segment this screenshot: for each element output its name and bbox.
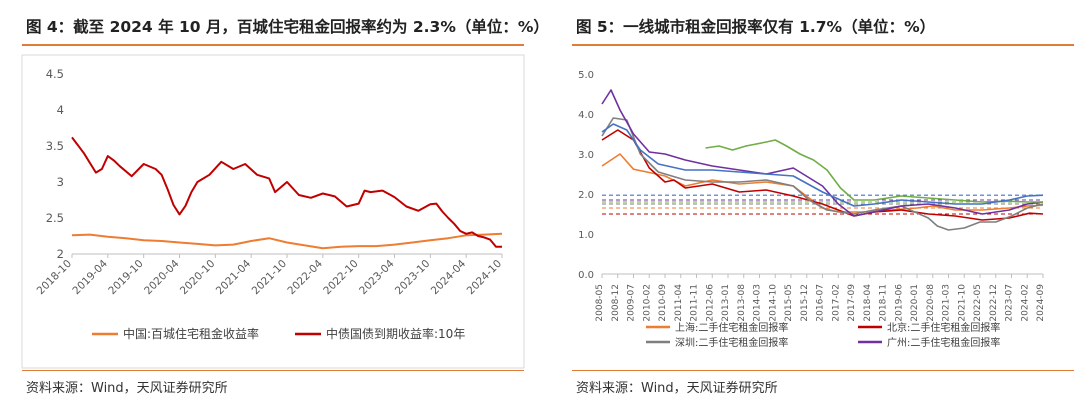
right-figure-panel: 图 5：一线城市租金回报率仅有 1.7%（单位：%） 0.0 1.0 2.0 3.0 4… (560, 0, 1080, 405)
right-x-tick-label: 2008-12 (611, 284, 621, 322)
left-source-rule (22, 370, 524, 371)
left-source-note: 资料来源：Wind，天风证券研究所 (26, 381, 228, 396)
left-x-tick-label: 2020-10 (178, 258, 218, 298)
left-y-tick-label: 4 (57, 103, 64, 117)
right-x-tick-label: 2019-06 (894, 284, 904, 322)
right-legend-label: 深圳:二手住宅租金回报率 (675, 336, 788, 349)
right-x-tick-label: 2011-11 (690, 284, 700, 322)
right-x-tick-label: 2024-09 (1036, 284, 1046, 322)
left-line-chart: 2 2.5 3 3.5 4 4.5 2018-102019-042019-102020-04… (21, 54, 525, 369)
right-y-tick-label: 2.0 (578, 190, 594, 201)
left-series-line (71, 136, 502, 248)
right-series-line (601, 117, 1044, 231)
left-x-tick-label: 2019-04 (70, 257, 110, 297)
right-x-tick-label: 2013-08 (737, 284, 747, 322)
right-y-tick-label: 0.0 (578, 270, 594, 281)
right-source-note: 资料来源：Wind，天风证券研究所 (576, 381, 778, 396)
right-x-tick-label: 2021-03 (942, 284, 952, 322)
left-figure-title: 图 4：截至 2024 年 10 月，百城住宅租金回报率约为 2.3%（单位：%… (26, 18, 549, 36)
right-legend-label: 上海:二手住宅租金回报率 (675, 321, 788, 334)
right-x-tick-label: 2014-03 (753, 284, 763, 322)
left-y-tick-label: 2 (57, 247, 64, 261)
right-x-tick-label: 2022-12 (989, 284, 999, 322)
right-x-tick-label: 2020-01 (910, 284, 920, 322)
right-y-tick-label: 4.0 (578, 110, 594, 121)
right-x-tick-label: 2023-07 (1005, 284, 1015, 322)
left-x-tick-label: 2023-10 (393, 258, 433, 298)
left-x-tick-label: 2019-10 (106, 258, 146, 298)
right-x-tick-label: 2021-10 (957, 284, 967, 322)
right-x-tick-label: 2020-08 (926, 284, 936, 322)
right-x-tick-label: 2018-04 (863, 284, 873, 322)
right-legend-label: 北京:二手住宅租金回报率 (887, 321, 1000, 334)
left-y-tick-label: 3 (57, 175, 64, 189)
right-x-tick-label: 2015-05 (784, 284, 794, 322)
left-x-tick-label: 2023-04 (357, 257, 397, 297)
left-x-tick-label: 2021-04 (214, 257, 254, 297)
right-series-line (601, 123, 1044, 207)
right-y-tick-label: 5.0 (578, 70, 594, 81)
left-x-tick-label: 2024-04 (429, 257, 469, 297)
right-x-tick-label: 2017-02 (831, 284, 841, 322)
left-x-tick-label: 2022-10 (321, 258, 361, 298)
right-figure-title: 图 5：一线城市租金回报率仅有 1.7%（单位：%） (576, 18, 936, 36)
right-x-tick-label: 2012-06 (705, 284, 715, 322)
right-x-tick-label: 2014-10 (768, 284, 778, 322)
right-x-tick-label: 2008-05 (595, 284, 605, 322)
right-x-tick-label: 2010-02 (642, 284, 652, 322)
right-legend-label: 广州:二手住宅租金回报率 (887, 336, 1000, 349)
right-series-line (705, 139, 1043, 203)
left-figure-panel: 图 4：截至 2024 年 10 月，百城住宅租金回报率约为 2.3%（单位：%… (0, 0, 549, 405)
right-x-tick-label: 2015-12 (800, 284, 810, 322)
right-y-tick-label: 3.0 (578, 150, 594, 161)
right-series-line (601, 89, 1044, 217)
left-legend-label: 中国:百城住宅租金收益率 (123, 326, 259, 341)
left-title-rule (22, 44, 524, 46)
right-title-rule (572, 44, 1074, 46)
right-x-tick-label: 2016-07 (816, 284, 826, 322)
right-x-tick-label: 2011-04 (674, 284, 684, 322)
right-source-rule (572, 370, 1074, 371)
left-y-tick-label: 3.5 (46, 139, 64, 153)
left-x-tick-label: 2022-04 (285, 257, 325, 297)
left-legend-label: 中债国债到期收益率:10年 (326, 326, 465, 341)
right-line-chart: 0.0 1.0 2.0 3.0 4.0 5.0 2008-05 2008-12 2009-07 2… (578, 70, 1046, 349)
left-x-tick-label: 2021-10 (250, 258, 290, 298)
left-series-line (71, 232, 503, 250)
right-x-tick-label: 2010-09 (658, 284, 668, 322)
left-x-tick-label: 2018-10 (35, 258, 75, 298)
right-series-line (601, 129, 1044, 221)
right-x-tick-label: 2024-02 (1020, 284, 1030, 322)
right-x-tick-label: 2013-01 (721, 284, 731, 322)
left-plot-frame (21, 54, 525, 369)
left-y-tick-label: 2.5 (46, 211, 64, 225)
left-x-tick-label: 2024-10 (465, 258, 505, 298)
left-y-tick-label: 4.5 (46, 67, 64, 81)
left-x-tick-label: 2020-04 (142, 257, 182, 297)
right-y-tick-label: 1.0 (578, 230, 594, 241)
right-x-tick-label: 2022-05 (973, 284, 983, 322)
right-x-tick-label: 2009-07 (627, 284, 637, 322)
right-x-tick-label: 2017-09 (847, 284, 857, 322)
right-x-tick-label: 2018-11 (879, 284, 889, 322)
